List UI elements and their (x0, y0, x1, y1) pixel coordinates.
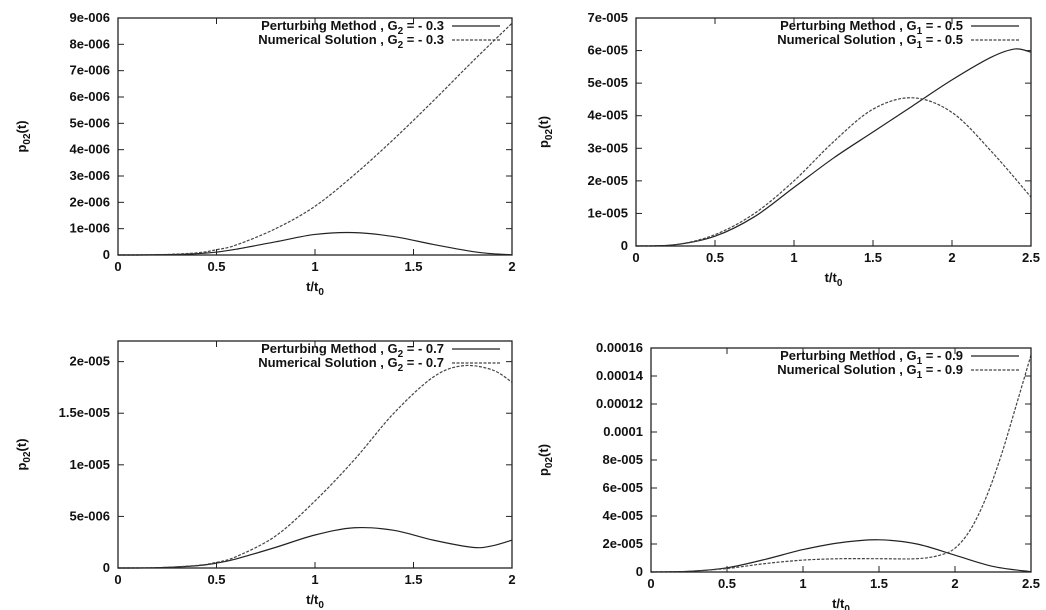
y-tick-label: 0.0001 (603, 424, 643, 439)
x-tick-label: 2 (951, 576, 958, 591)
x-axis-label: t/t0 (832, 596, 850, 610)
y-tick-label: 0.00016 (596, 340, 643, 355)
y-tick-label: 4e-006 (70, 142, 110, 157)
x-tick-label: 0 (632, 250, 639, 265)
x-tick-label: 1.5 (404, 572, 422, 587)
y-tick-label: 0 (636, 564, 643, 579)
y-tick-label: 8e-005 (603, 452, 643, 467)
y-tick-label: 0.00014 (596, 368, 644, 383)
y-tick-label: 1e-006 (70, 221, 110, 236)
y-tick-label: 0 (621, 238, 628, 253)
chart-panel-1: 0 0.5 1 1.5 2 0 1e-006 2e-006 3e-006 4e-006 5e-006… (14, 10, 516, 298)
plot-area (118, 18, 512, 255)
y-axis-label: p02(t) (14, 438, 33, 470)
series-line-perturbing (117, 231, 513, 256)
plot-frame (117, 17, 513, 256)
y-axis-label: p02(t) (536, 116, 555, 148)
x-tick-label: 0.5 (706, 250, 724, 265)
legend-entry: Perturbing Method , G2 = - 0.3 (261, 18, 444, 37)
plot-frame (117, 340, 513, 569)
y-tick-label: 6e-006 (70, 89, 110, 104)
y-axis-label: p02(t) (536, 444, 555, 476)
series-line-numerical (117, 22, 513, 256)
y-tick-label: 2e-006 (70, 194, 110, 209)
y-tick-label: 7e-006 (70, 63, 110, 78)
chart-panel-2: 0 0.5 1 1.5 2 2.5 0 1e-005 2e-005 3e-005 4e-005 5e-… (536, 10, 1040, 289)
series-line-numerical (650, 354, 1032, 573)
plot-frame (635, 17, 1032, 247)
legend-entry: Numerical Solution , G2 = - 0.7 (258, 355, 444, 374)
x-tick-label: 2.5 (1022, 250, 1040, 265)
y-tick-label: 7e-005 (588, 10, 628, 25)
legend-entry: Numerical Solution , G2 = - 0.3 (258, 32, 444, 51)
x-tick-label: 1.5 (870, 576, 888, 591)
plot-frame (650, 347, 1032, 573)
x-tick-label: 0 (114, 259, 121, 274)
x-tick-label: 0 (647, 576, 654, 591)
x-tick-label: 0.5 (718, 576, 736, 591)
x-axis-label: t/t0 (825, 270, 843, 289)
x-tick-label: 2 (948, 250, 955, 265)
plot-area (118, 341, 512, 568)
y-tick-label: 5e-005 (588, 75, 628, 90)
y-axis-label: p02(t) (14, 120, 33, 152)
y-tick-label: 4e-005 (588, 108, 628, 123)
series-line-numerical (117, 364, 513, 569)
y-tick-label: 1e-005 (588, 205, 628, 220)
series-line-numerical (635, 97, 1032, 247)
x-tick-label: 1 (790, 250, 797, 265)
x-tick-label: 0.5 (207, 259, 225, 274)
y-tick-label: 0.00012 (596, 396, 643, 411)
x-tick-label: 0 (114, 572, 121, 587)
plot-area (651, 348, 1031, 572)
y-tick-label: 3e-005 (588, 140, 628, 155)
y-tick-label: 2e-005 (70, 354, 110, 369)
x-tick-label: 0.5 (207, 572, 225, 587)
y-tick-label: 1.5e-005 (59, 405, 110, 420)
y-tick-label: 0 (103, 560, 110, 575)
legend-entry: Perturbing Method , G2 = - 0.7 (261, 341, 444, 360)
chart-panel-3: 0 0.5 1 1.5 2 0 5e-006 1e-005 1.5e-005 2e-005 Pert… (14, 340, 516, 610)
x-axis-label: t/t0 (306, 592, 324, 610)
x-axis-label: t/t0 (306, 279, 324, 298)
y-tick-label: 1e-005 (70, 457, 110, 472)
legend-entry: Perturbing Method , G1 = - 0.5 (780, 18, 963, 37)
legend-entry: Perturbing Method , G1 = - 0.9 (780, 348, 963, 367)
plot-area (636, 18, 1031, 246)
y-tick-label: 5e-006 (70, 115, 110, 130)
chart-panel-4: 0 0.5 1 1.5 2 2.5 0 2e-005 4e-005 6e-005 8e-005 0.0… (536, 340, 1040, 610)
x-tick-label: 1 (311, 572, 318, 587)
x-tick-label: 2 (508, 259, 515, 274)
y-tick-label: 6e-005 (603, 480, 643, 495)
x-tick-label: 2 (508, 572, 515, 587)
y-tick-label: 5e-006 (70, 508, 110, 523)
series-line-perturbing (635, 48, 1032, 247)
legend-entry: Numerical Solution , G1 = - 0.5 (777, 32, 963, 51)
x-tick-label: 1.5 (404, 259, 422, 274)
x-tick-label: 1 (311, 259, 318, 274)
x-tick-label: 2.5 (1022, 576, 1040, 591)
y-tick-label: 0 (103, 247, 110, 262)
y-tick-label: 8e-006 (70, 36, 110, 51)
x-tick-label: 1.5 (864, 250, 882, 265)
x-tick-label: 1 (799, 576, 806, 591)
y-tick-label: 9e-006 (70, 10, 110, 25)
y-tick-label: 2e-005 (603, 536, 643, 551)
y-tick-label: 2e-005 (588, 173, 628, 188)
y-tick-label: 6e-005 (588, 43, 628, 58)
y-tick-label: 4e-005 (603, 508, 643, 523)
y-tick-label: 3e-006 (70, 168, 110, 183)
legend-entry: Numerical Solution , G1 = - 0.9 (777, 362, 963, 381)
